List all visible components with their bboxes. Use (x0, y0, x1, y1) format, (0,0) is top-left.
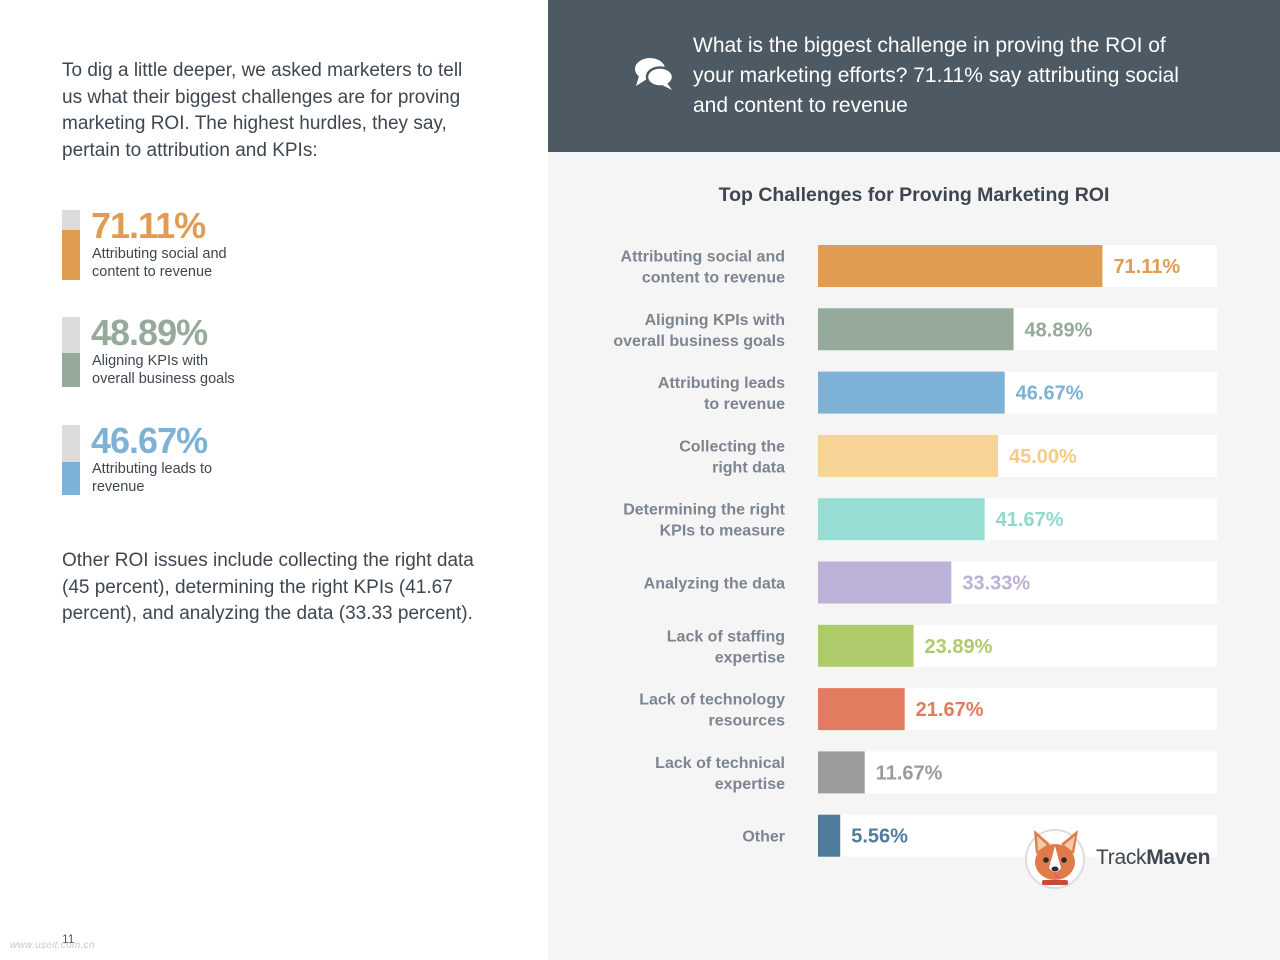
category-label: Other (742, 829, 785, 846)
data-label: 23.89% (925, 636, 993, 658)
highlight-label: Attributing leads to revenue (92, 460, 312, 496)
highlight-bar-fill (62, 352, 80, 387)
category-label: right data (712, 459, 785, 476)
data-label: 48.89% (1025, 319, 1093, 341)
bar (818, 498, 985, 541)
bar (818, 371, 1005, 414)
category-label: Determining the right (623, 502, 785, 519)
data-label: 33.33% (962, 573, 1030, 595)
highlight-percent: 71.11% (91, 205, 206, 246)
highlight-label-line1: Attributing social and (92, 246, 227, 262)
logo-wordmark-bold: Maven (1146, 846, 1211, 869)
page-number: 11 (62, 932, 75, 946)
data-label: 5.56% (851, 826, 908, 848)
chart-title-text: Top Challenges for Proving Marketing ROI (718, 184, 1110, 206)
data-label: 41.67% (996, 509, 1064, 531)
bar (818, 561, 952, 604)
chart-title: Top Challenges for Proving Marketing ROI (548, 184, 1280, 207)
logo-wordmark-light: Track (1096, 846, 1147, 869)
category-label: to revenue (704, 396, 785, 413)
left-panel: To dig a little deeper, we asked markete… (0, 0, 548, 960)
bar-track (818, 751, 1217, 794)
highlight-label-line2: revenue (92, 479, 145, 495)
category-label: Aligning KPIs with (645, 312, 785, 329)
bar (818, 814, 841, 857)
highlight-percent: 48.89% (91, 312, 208, 353)
highlight-percent: 46.67% (91, 420, 208, 461)
data-label: 45.00% (1009, 446, 1077, 468)
bar (818, 245, 1103, 287)
intro-paragraph: To dig a little deeper, we asked markete… (62, 60, 463, 161)
outro-paragraph: Other ROI issues include collecting the … (62, 550, 474, 624)
bar (818, 308, 1014, 351)
logo-wordmark: TrackMaven (1096, 846, 1210, 870)
watermark: www.useit.com.cn (10, 940, 95, 951)
bar-track (818, 814, 1217, 857)
category-label: content to revenue (642, 270, 785, 287)
data-label: 21.67% (916, 699, 984, 721)
highlight-label: Aligning KPIs with overall business goal… (92, 352, 312, 388)
category-label: Attributing leads (658, 375, 785, 392)
highlight-bar-fill (62, 230, 80, 280)
category-label: resources (709, 713, 786, 730)
highlight-label-line2: content to revenue (92, 264, 213, 280)
highlight-label: Attributing social and content to revenu… (92, 245, 312, 281)
data-label: 71.11% (1113, 256, 1180, 278)
trackmaven-logo: TrackMaven (1022, 824, 1242, 894)
category-label: Lack of staffing (667, 628, 785, 645)
category-label: expertise (715, 649, 785, 666)
category-label: Lack of technical (655, 755, 785, 772)
category-label: Attributing social and (621, 249, 785, 266)
category-label: expertise (715, 776, 785, 793)
banner-question: What is the biggest challenge in proving… (693, 34, 1179, 117)
highlight-attributing-leads: 46.67% Attributing leads to revenue (62, 421, 362, 496)
chat-bubbles-icon (635, 58, 674, 90)
category-label: KPIs to measure (660, 523, 785, 540)
category-label: Collecting the (679, 438, 785, 455)
category-label: Lack of technology (639, 692, 785, 709)
highlight-aligning-kpis: 48.89% Aligning KPIs with overall busine… (62, 313, 362, 388)
corgi-mascot-icon (1025, 829, 1085, 889)
highlight-bar-fill (62, 462, 80, 495)
highlight-label-line2: overall business goals (92, 371, 235, 387)
right-panel: What is the biggest challenge in proving… (548, 0, 1280, 960)
highlight-label-line1: Attributing leads to (92, 461, 213, 477)
bar (818, 688, 905, 731)
highlight-attributing-social: 71.11% Attributing social and content to… (62, 206, 362, 281)
bar (818, 624, 914, 667)
bar (818, 434, 998, 477)
bar (818, 751, 865, 794)
bar-chart: 71.11% Attributing social and content to r… (613, 245, 1217, 857)
question-banner: What is the biggest challenge in proving… (548, 0, 1280, 152)
category-label: overall business goals (613, 333, 785, 350)
data-label: 11.67% (876, 762, 943, 784)
category-label: Analyzing the data (644, 576, 785, 593)
data-label: 46.67% (1016, 383, 1084, 405)
highlight-label-line1: Aligning KPIs with (92, 353, 209, 369)
